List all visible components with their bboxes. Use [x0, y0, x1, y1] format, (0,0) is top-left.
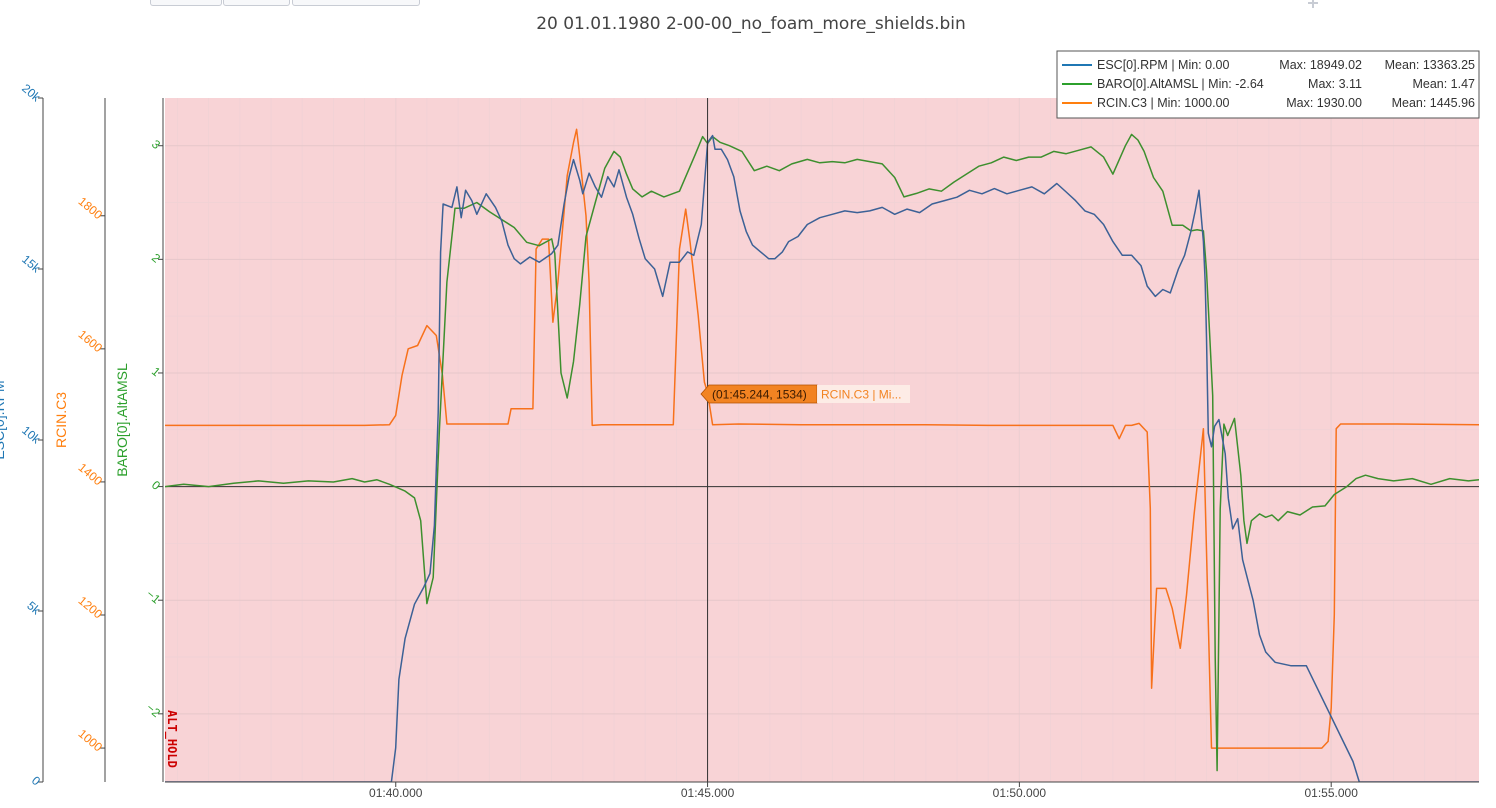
flight-mode-label: ALT_HOLD	[164, 710, 179, 768]
hover-label-trace-box	[817, 385, 910, 403]
tick-label-rpm: 5k	[24, 598, 43, 618]
tick-label-rpm: 10k	[19, 423, 44, 447]
chart-title: 20 01.01.1980 2-00-00_no_foam_more_shiel…	[536, 14, 966, 34]
series-line-alt	[165, 133, 1479, 772]
hover-label-value: (01:45.244, 1534)	[712, 388, 807, 402]
toolbar-button-3[interactable]	[292, 0, 420, 6]
tick-label-alt: −1	[144, 587, 164, 607]
legend-max: Max: 18949.02	[1279, 58, 1362, 72]
legend-mean: Mean: 13363.25	[1385, 58, 1475, 72]
tick-label-rc: 1800	[76, 194, 106, 222]
series-layer	[165, 128, 1479, 782]
tick-label-rc: 1600	[76, 327, 106, 355]
toolbar-button-2[interactable]	[223, 0, 290, 6]
hover-label: (01:45.244, 1534) RCIN.C3 | Mi...	[700, 384, 910, 404]
axis-title-rpm: ESC[0].RPM	[0, 380, 7, 459]
legend-label: RCIN.C3 | Min: 1000.00	[1097, 96, 1230, 110]
legend-max: Max: 1930.00	[1286, 96, 1362, 110]
legend[interactable]: ESC[0].RPM | Min: 0.00 Max: 18949.02 Mean:…	[1056, 50, 1480, 119]
tick-label-rc: 1400	[76, 460, 106, 488]
series-line-rpm	[165, 134, 1479, 782]
legend-label: BARO[0].AltAMSL | Min: -2.64	[1097, 77, 1264, 91]
legend-label: ESC[0].RPM | Min: 0.00	[1097, 58, 1230, 72]
legend-mean: Mean: 1445.96	[1392, 96, 1475, 110]
axis-title-alt: BARO[0].AltAMSL	[114, 363, 130, 477]
tick-label-alt: 0	[149, 478, 163, 493]
tick-label-x: 01:50.000	[993, 786, 1047, 800]
toolbar-button-1[interactable]	[150, 0, 222, 6]
tick-label-x: 01:55.000	[1305, 786, 1359, 800]
axes: 0 5k 10k 15k 20k ESC[0].RPM 1000 1200 1400 1600 18…	[0, 81, 1479, 800]
move-icon[interactable]	[1308, 0, 1318, 8]
series-line-rc	[165, 128, 1479, 749]
tick-label-rc: 1000	[76, 726, 106, 754]
tick-label-x: 01:45.000	[681, 786, 735, 800]
legend-max: Max: 3.11	[1308, 77, 1362, 91]
tick-label-alt: 3	[149, 137, 163, 152]
tick-label-rpm: 15k	[19, 252, 44, 276]
legend-mean: Mean: 1.47	[1412, 77, 1475, 91]
tick-label-x: 01:40.000	[369, 786, 423, 800]
axis-title-rc: RCIN.C3	[53, 392, 69, 448]
tick-label-rc: 1200	[76, 593, 106, 621]
legend-box	[1056, 50, 1480, 119]
tick-label-alt: −2	[144, 701, 164, 721]
plot-background[interactable]	[165, 98, 1479, 782]
tick-label-rpm: 0	[29, 773, 43, 788]
hover-label-trace: RCIN.C3 | Mi...	[821, 388, 901, 402]
tick-label-rpm: 20k	[19, 81, 44, 105]
tick-label-alt: 1	[149, 364, 163, 379]
tick-label-alt: 2	[149, 251, 163, 266]
